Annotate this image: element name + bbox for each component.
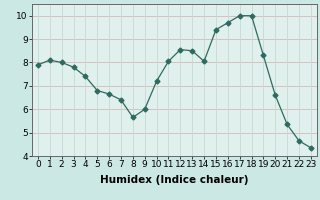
X-axis label: Humidex (Indice chaleur): Humidex (Indice chaleur): [100, 175, 249, 185]
